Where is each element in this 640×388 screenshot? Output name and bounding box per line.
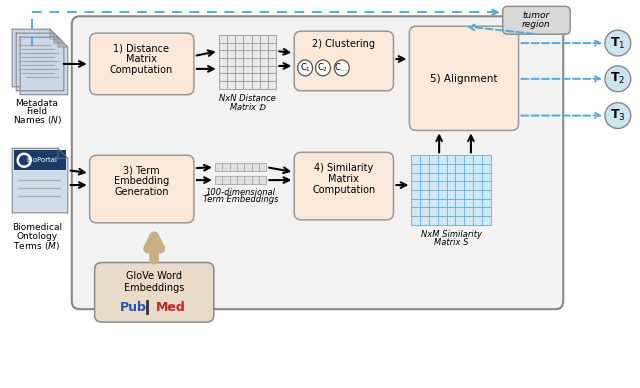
- Text: Embeddings: Embeddings: [124, 283, 184, 293]
- Text: Computation: Computation: [109, 65, 173, 75]
- Text: Matrix $\mathcal{D}$: Matrix $\mathcal{D}$: [228, 101, 266, 112]
- Polygon shape: [12, 29, 60, 87]
- Text: Pub: Pub: [120, 301, 147, 314]
- Polygon shape: [12, 148, 68, 213]
- Text: 100-dimensional: 100-dimensional: [205, 187, 276, 196]
- Text: Generation: Generation: [114, 187, 168, 197]
- FancyBboxPatch shape: [502, 6, 570, 34]
- Text: 3) Term: 3) Term: [123, 165, 159, 175]
- Text: C$_2$: C$_2$: [317, 62, 328, 74]
- FancyBboxPatch shape: [95, 263, 214, 322]
- Text: Embedding: Embedding: [114, 176, 169, 186]
- Text: Matrix: Matrix: [126, 54, 157, 64]
- Circle shape: [605, 30, 631, 56]
- Text: Matrix S: Matrix S: [434, 238, 468, 247]
- Text: Ontology: Ontology: [17, 232, 58, 241]
- Polygon shape: [58, 148, 68, 158]
- Bar: [215, 163, 266, 171]
- Bar: [14, 150, 66, 170]
- Text: 1) Distance: 1) Distance: [113, 43, 170, 53]
- Text: T$_3$: T$_3$: [610, 108, 626, 123]
- Text: C$_1$: C$_1$: [300, 62, 310, 74]
- Circle shape: [605, 103, 631, 128]
- Text: Biomedical: Biomedical: [12, 223, 62, 232]
- Text: Med: Med: [156, 301, 186, 314]
- Text: BioPortal: BioPortal: [26, 157, 58, 163]
- Ellipse shape: [298, 60, 312, 76]
- Text: C$_{...}$: C$_{...}$: [334, 62, 349, 74]
- FancyBboxPatch shape: [294, 152, 394, 220]
- Text: NxM Similarity: NxM Similarity: [420, 230, 481, 239]
- Text: GloVe Word: GloVe Word: [126, 271, 182, 281]
- Text: region: region: [522, 20, 551, 29]
- Text: Terms ($M$): Terms ($M$): [13, 240, 61, 252]
- Text: T$_2$: T$_2$: [610, 71, 625, 87]
- FancyBboxPatch shape: [90, 155, 194, 223]
- Bar: [219, 35, 276, 89]
- Ellipse shape: [334, 60, 349, 76]
- Polygon shape: [54, 33, 64, 43]
- Ellipse shape: [316, 60, 330, 76]
- Text: Matrix: Matrix: [328, 174, 359, 184]
- Text: Metadata: Metadata: [15, 99, 58, 108]
- FancyBboxPatch shape: [72, 16, 563, 309]
- Text: tumor: tumor: [523, 11, 550, 20]
- Polygon shape: [58, 37, 68, 47]
- Bar: [412, 155, 491, 225]
- FancyBboxPatch shape: [90, 33, 194, 95]
- Text: 5) Alignment: 5) Alignment: [430, 74, 498, 84]
- FancyBboxPatch shape: [410, 26, 518, 130]
- Text: NxN Distance: NxN Distance: [219, 94, 276, 103]
- Text: Term Embeddings: Term Embeddings: [203, 196, 278, 204]
- Text: 2) Clustering: 2) Clustering: [312, 39, 375, 49]
- Polygon shape: [50, 29, 60, 39]
- Text: Field: Field: [26, 107, 47, 116]
- Bar: [215, 176, 266, 184]
- FancyBboxPatch shape: [294, 31, 394, 91]
- Polygon shape: [20, 37, 68, 95]
- Text: Computation: Computation: [312, 185, 376, 195]
- Polygon shape: [16, 33, 64, 91]
- Text: Names ($N$): Names ($N$): [13, 114, 61, 126]
- Text: 4) Similarity: 4) Similarity: [314, 163, 374, 173]
- Circle shape: [605, 66, 631, 92]
- Text: T$_1$: T$_1$: [610, 36, 625, 51]
